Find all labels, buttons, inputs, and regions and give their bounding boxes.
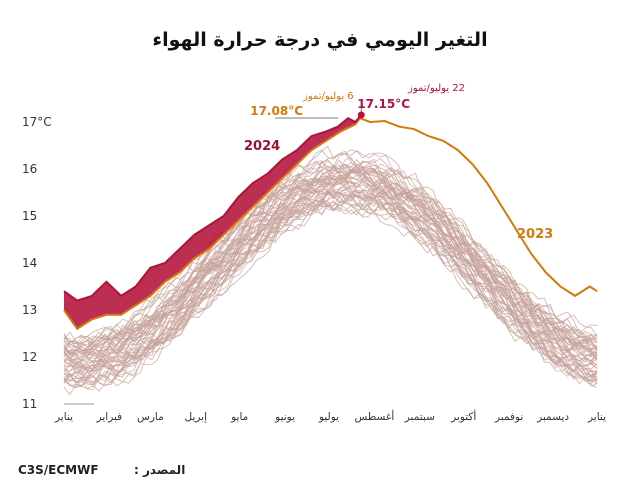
series-line-2023 [63, 117, 598, 331]
annotations: 6 يوليو/تموز 17.08°C 22 يوليو/تموز 17.15°C [250, 83, 465, 119]
y-tick-label: 11 [22, 397, 37, 411]
x-tick-label: سبتمبر [404, 411, 435, 423]
history-line [63, 199, 598, 388]
history-line [63, 189, 598, 390]
history-line [63, 150, 598, 346]
y-tick-label: 17°C [22, 115, 52, 129]
annotation-date-2023: 6 يوليو/تموز [302, 91, 354, 102]
history-line [63, 169, 598, 370]
annotation-date-2024: 22 يوليو/تموز [407, 83, 465, 94]
anomaly-area [64, 115, 362, 329]
x-axis: يناير فبراير مارس إبريل مايو يونيو يوليو أغسطس س… [54, 403, 606, 423]
source-value: C3S/ECMWF [18, 463, 99, 477]
history-line [63, 169, 598, 368]
series-label-2023: 2023 [517, 227, 553, 242]
history-line [63, 179, 598, 379]
x-tick-label: أكتوبر [450, 409, 476, 423]
x-tick-label: يناير [54, 411, 73, 423]
x-tick-label: مايو [230, 411, 248, 423]
y-tick-label: 12 [22, 350, 37, 364]
x-tick-label: إبريل [185, 411, 208, 423]
history-line [63, 177, 598, 365]
x-tick-label: يوليو [318, 411, 339, 423]
y-axis: 17°C 16 15 14 13 12 11 [22, 115, 52, 411]
history-line [63, 184, 598, 373]
x-tick-label: يونيو [274, 411, 295, 423]
history-line [63, 194, 598, 378]
history-line [63, 190, 598, 385]
history-line [63, 168, 598, 357]
history-line [63, 145, 598, 348]
x-tick-label: ديسمبر [536, 411, 569, 423]
history-line [63, 198, 598, 396]
history-line [63, 190, 598, 386]
annotation-value-2023: 17.08°C [250, 104, 303, 118]
series-line-2024 [63, 114, 363, 302]
x-tick-label: فبراير [96, 411, 123, 423]
peak-point-2024 [357, 111, 365, 119]
annotation-value-2024: 17.15°C [357, 97, 410, 111]
y-tick-label: 15 [22, 209, 37, 223]
source: المصدر : C3S/ECMWF [18, 463, 185, 477]
history-line [63, 194, 598, 388]
y-tick-label: 14 [22, 256, 37, 270]
history-lines [63, 145, 598, 396]
source-label: المصدر : [134, 463, 185, 477]
x-tick-label: نوفمبر [494, 411, 523, 423]
y-tick-label: 13 [22, 303, 37, 317]
y-tick-label: 16 [22, 162, 37, 176]
chart-title: التغير اليومي في درجة حرارة الهواء [152, 29, 487, 51]
anomaly-fill-2024 [64, 115, 362, 329]
series-label-2024: 2024 [244, 139, 280, 154]
series-lines [63, 114, 598, 331]
x-tick-label: مارس [137, 411, 164, 423]
x-tick-label: يناير [587, 411, 606, 423]
x-tick-label: أغسطس [355, 409, 395, 423]
history-line [63, 176, 598, 363]
